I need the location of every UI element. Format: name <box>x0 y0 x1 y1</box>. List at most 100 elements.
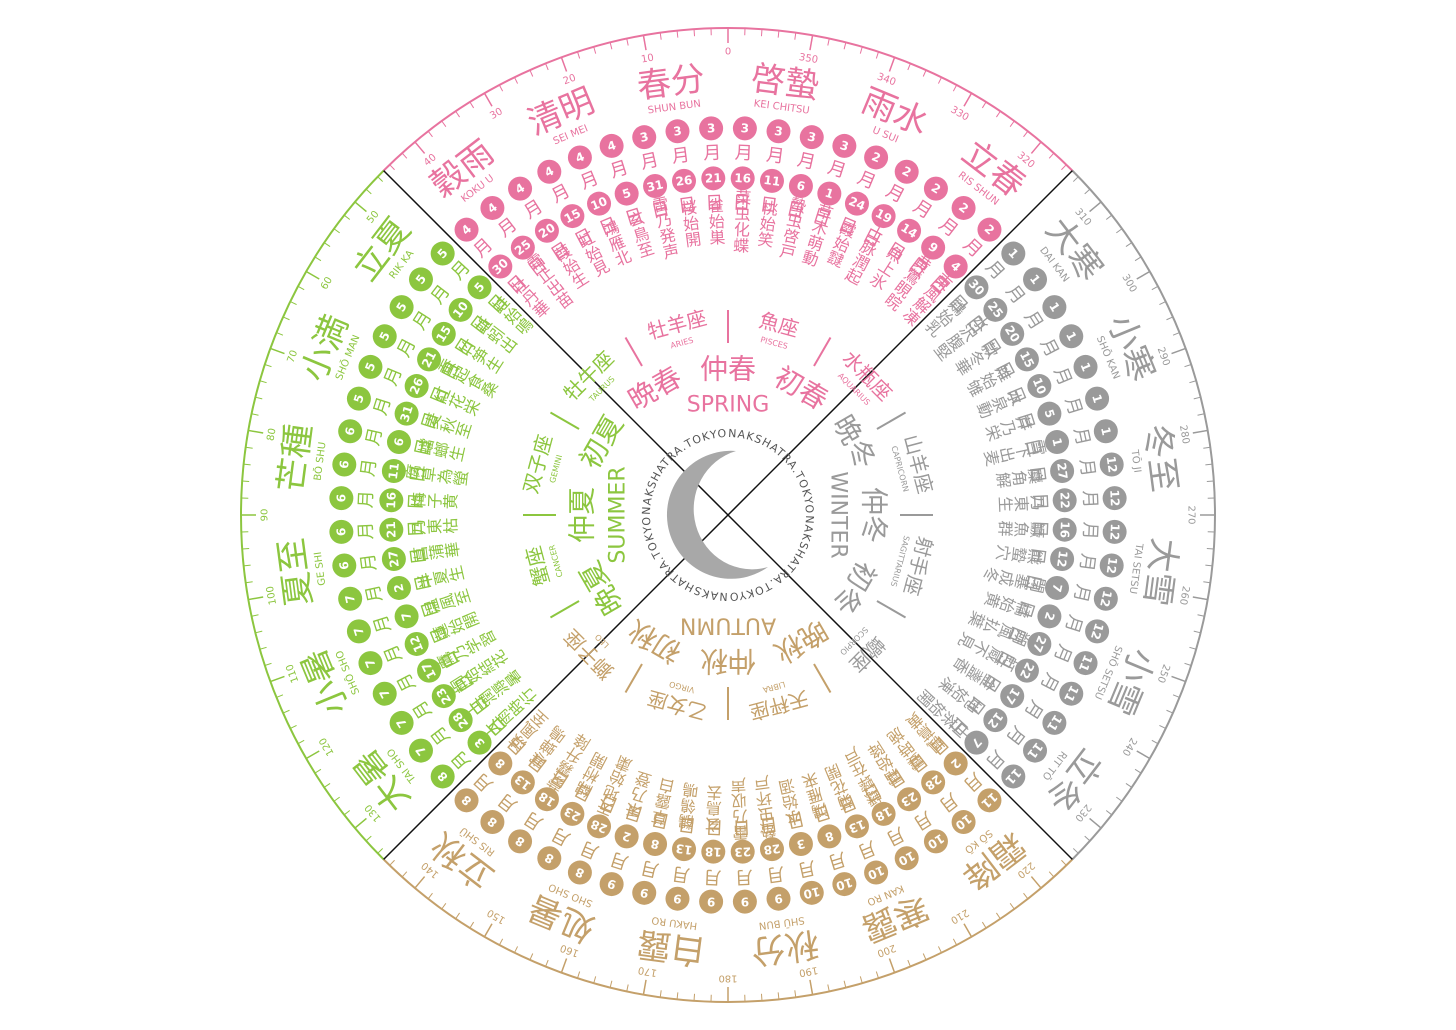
month-suffix: 月 <box>1036 335 1063 361</box>
minor-tick <box>937 946 942 953</box>
month-suffix: 月 <box>825 157 848 182</box>
minor-tick <box>243 564 251 567</box>
day-badge <box>964 275 989 300</box>
degree-label: 30 <box>488 106 505 122</box>
degree-tick <box>1136 750 1151 760</box>
ko-name: 蟷螂生 <box>415 437 466 466</box>
ko-name: 鶺鴒鳴 <box>677 781 702 831</box>
minor-tick <box>282 316 290 321</box>
minor-tick <box>794 32 797 40</box>
month-number: 1 <box>1089 393 1105 405</box>
season-name: SPRING <box>687 393 770 418</box>
phase-name: 仲秋 <box>700 645 756 678</box>
degree-tick <box>809 979 814 995</box>
degree-label: 70 <box>286 349 301 365</box>
minor-tick <box>1197 413 1205 416</box>
day-badge <box>394 604 419 629</box>
day-badge <box>1027 631 1052 656</box>
minor-tick <box>937 77 942 84</box>
degree-label: 170 <box>637 964 658 978</box>
minor-tick <box>843 980 847 988</box>
day-number: 26 <box>675 173 693 189</box>
minor-tick <box>276 694 284 698</box>
day-badge <box>448 297 473 322</box>
month-badge <box>1085 619 1110 644</box>
month-suffix: 月 <box>370 394 395 417</box>
month-badge <box>454 788 479 813</box>
month-badge <box>567 860 592 885</box>
minor-tick <box>245 581 253 584</box>
day-suffix: 日 <box>407 545 430 566</box>
ko-name: 麋角解 <box>994 464 1044 489</box>
degree-tick <box>642 979 647 995</box>
month-suffix: 月 <box>854 167 879 193</box>
day-badge <box>788 832 813 857</box>
month-number: 3 <box>838 138 850 154</box>
month-number: 3 <box>707 121 716 135</box>
month-suffix: 月 <box>1020 307 1047 333</box>
minor-tick <box>455 110 461 118</box>
month-badge <box>923 829 948 854</box>
month-number: 10 <box>802 884 821 901</box>
month-badge <box>951 810 976 835</box>
minor-tick <box>609 42 613 50</box>
degree-tick <box>305 750 320 760</box>
ko-name: 乃東生 <box>997 492 1046 513</box>
day-suffix: 日 <box>732 192 751 214</box>
month-number: 9 <box>606 876 618 892</box>
month-badge <box>329 519 354 544</box>
minor-tick <box>377 848 384 854</box>
minor-tick <box>314 768 322 774</box>
degree-label: 120 <box>317 735 336 757</box>
month-suffix: 月 <box>1020 696 1047 722</box>
month-suffix: 月 <box>370 612 395 635</box>
month-suffix: 月 <box>882 180 908 207</box>
sekki-romaji: TŌ JI <box>1128 448 1144 474</box>
minor-tick <box>389 859 395 866</box>
month-suffix: 月 <box>765 145 786 168</box>
zodiac-name: 天秤座 <box>747 686 811 725</box>
day-number: 5 <box>621 186 633 202</box>
degree-label: 210 <box>948 906 970 925</box>
day-suffix: 日 <box>649 807 671 831</box>
day-badge <box>759 837 784 862</box>
day-number: 21 <box>419 349 439 370</box>
day-suffix: 日 <box>407 464 430 485</box>
month-badge <box>338 586 363 611</box>
degree-tick <box>354 817 367 829</box>
month-badge <box>766 119 791 144</box>
month-badge <box>1099 553 1124 578</box>
minor-tick <box>676 30 679 38</box>
degree-label: 0 <box>725 47 731 58</box>
minor-tick <box>995 912 1001 920</box>
month-suffix: 月 <box>380 364 406 389</box>
day-badge <box>921 770 946 795</box>
month-badge <box>1001 764 1026 789</box>
minor-tick <box>981 921 987 929</box>
ko-name: 腐草為螢 <box>404 463 470 490</box>
month-badge <box>699 116 724 141</box>
day-number: 1 <box>823 186 835 202</box>
day-suffix: 日 <box>1029 519 1051 538</box>
day-number: 28 <box>589 817 610 836</box>
minor-tick <box>1159 301 1166 306</box>
month-number: 10 <box>896 848 917 868</box>
month-suffix: 月 <box>909 807 935 834</box>
minor-tick <box>441 120 447 127</box>
minor-tick <box>875 51 879 59</box>
day-number: 7 <box>399 610 415 622</box>
month-badge <box>1093 586 1118 611</box>
day-number: 27 <box>1030 634 1049 655</box>
day-suffix: 日 <box>649 198 671 222</box>
day-suffix: 日 <box>758 194 779 217</box>
zodiac-separator <box>876 600 907 619</box>
day-badge <box>844 191 869 216</box>
day-badge <box>1014 347 1039 372</box>
degree-label: 150 <box>485 906 507 925</box>
minor-tick <box>276 332 284 336</box>
minor-tick <box>529 953 534 961</box>
minor-tick <box>1159 724 1166 729</box>
month-badge <box>977 788 1002 813</box>
day-suffix: 日 <box>1026 545 1049 566</box>
